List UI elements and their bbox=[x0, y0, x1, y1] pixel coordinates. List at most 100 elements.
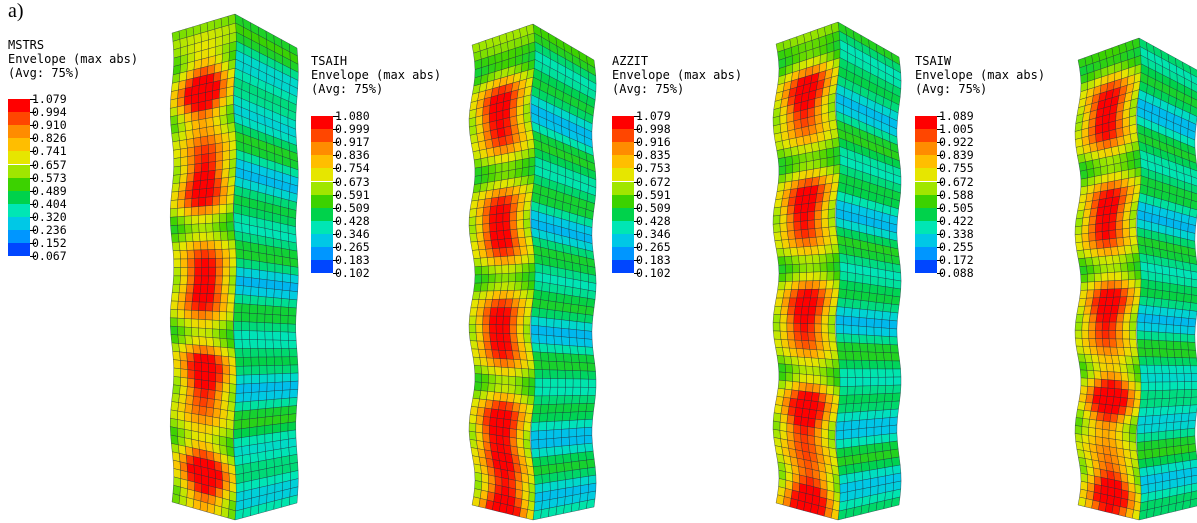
mesh-element bbox=[806, 271, 814, 282]
mesh-element bbox=[836, 306, 845, 317]
mesh-element bbox=[1126, 287, 1135, 297]
mesh-element bbox=[556, 284, 566, 295]
legend-tick bbox=[333, 168, 339, 170]
legend-color-swatch bbox=[915, 260, 937, 274]
mesh-element bbox=[1173, 341, 1182, 350]
mesh-element bbox=[172, 250, 181, 260]
mesh-element bbox=[215, 363, 223, 374]
mesh-element bbox=[264, 424, 273, 435]
mesh-element bbox=[800, 203, 809, 213]
mesh-element bbox=[1180, 412, 1190, 422]
legend-value: 0.183 bbox=[335, 253, 370, 268]
mesh-element bbox=[799, 272, 807, 282]
mesh-element bbox=[784, 256, 793, 266]
mesh-element bbox=[171, 493, 181, 505]
mesh-element bbox=[201, 144, 209, 155]
mesh-element bbox=[561, 412, 571, 422]
mesh-element bbox=[1101, 173, 1109, 184]
mesh-element bbox=[272, 331, 281, 341]
mesh-element bbox=[859, 308, 868, 319]
mesh-element bbox=[874, 409, 884, 420]
mesh-element bbox=[198, 310, 206, 320]
mesh-element bbox=[812, 383, 821, 394]
mesh-element bbox=[540, 404, 549, 414]
mesh-element bbox=[184, 403, 193, 414]
mesh-element bbox=[251, 251, 260, 262]
mesh-element bbox=[222, 150, 230, 161]
legend-color-swatch bbox=[311, 168, 333, 182]
mesh-element bbox=[205, 187, 214, 198]
mesh-element bbox=[561, 436, 570, 447]
mesh-element bbox=[208, 371, 216, 382]
mesh-element bbox=[258, 382, 268, 393]
mesh-element bbox=[1129, 313, 1138, 323]
mesh-element bbox=[565, 478, 574, 489]
mesh-element bbox=[495, 316, 504, 325]
mesh-element bbox=[821, 332, 830, 342]
mesh-element bbox=[584, 322, 593, 332]
mesh-element bbox=[287, 413, 297, 423]
mesh-element bbox=[792, 272, 800, 282]
mesh-element bbox=[266, 365, 276, 375]
legend-color-swatch bbox=[8, 138, 30, 152]
mesh-element bbox=[509, 307, 519, 317]
mesh-element bbox=[249, 339, 259, 349]
mesh-element bbox=[1182, 499, 1192, 510]
mesh-element bbox=[212, 195, 221, 206]
mesh-element bbox=[1190, 396, 1197, 406]
mesh-element bbox=[272, 415, 281, 425]
mesh-element bbox=[1175, 300, 1184, 310]
mesh-element bbox=[212, 204, 220, 215]
mesh-element bbox=[554, 412, 564, 422]
mesh-element bbox=[234, 401, 244, 412]
mesh-element bbox=[1155, 381, 1163, 391]
mesh-element bbox=[1081, 322, 1090, 331]
mesh-element bbox=[215, 151, 223, 162]
mesh-element bbox=[226, 185, 235, 196]
mesh-element bbox=[226, 329, 235, 340]
mesh-element bbox=[274, 263, 283, 274]
mesh-element bbox=[874, 310, 883, 320]
mesh-element bbox=[839, 377, 848, 387]
mesh-element bbox=[264, 322, 273, 332]
mesh-element bbox=[807, 417, 816, 428]
mesh-element bbox=[481, 481, 489, 492]
mesh-element bbox=[881, 417, 891, 427]
mesh-element bbox=[243, 357, 252, 367]
mesh-element bbox=[194, 378, 202, 389]
mesh-element bbox=[798, 365, 807, 375]
mesh-element bbox=[800, 211, 808, 222]
mesh-element bbox=[1088, 330, 1096, 339]
mesh-element bbox=[256, 416, 266, 427]
mesh-element bbox=[1158, 422, 1167, 432]
mesh-element bbox=[548, 395, 558, 405]
mesh-element bbox=[173, 258, 181, 268]
mesh-element bbox=[476, 232, 485, 242]
mesh-element bbox=[846, 472, 856, 484]
mesh-element bbox=[569, 312, 578, 322]
mesh-element bbox=[200, 249, 209, 259]
mesh-element bbox=[184, 112, 192, 123]
mesh-element bbox=[532, 351, 542, 362]
mesh-element bbox=[1107, 172, 1115, 183]
mesh-element bbox=[1107, 371, 1115, 381]
mesh-element bbox=[1159, 414, 1168, 424]
mesh-element bbox=[1151, 448, 1161, 458]
mesh-element bbox=[259, 365, 268, 375]
mesh-element bbox=[1140, 390, 1149, 400]
mesh-element bbox=[580, 280, 589, 291]
mesh-element bbox=[256, 322, 265, 332]
mesh-element bbox=[778, 173, 786, 184]
mesh-element bbox=[1174, 308, 1183, 318]
mesh-element bbox=[836, 447, 845, 458]
legend-subtitle: Envelope (max abs) bbox=[915, 68, 1046, 82]
legend-title: TSAIH bbox=[311, 54, 348, 68]
mesh-element bbox=[1129, 424, 1138, 435]
mesh-element bbox=[800, 117, 809, 129]
mesh-element bbox=[186, 172, 195, 183]
mesh-element bbox=[557, 276, 566, 287]
legend-value: 0.338 bbox=[939, 226, 974, 241]
color-scale: 1.080 0.999 0.917 0.836 0.754 0.673 0.591 0.509… bbox=[311, 110, 381, 295]
mesh-element bbox=[1152, 356, 1162, 366]
mesh-element bbox=[222, 382, 230, 393]
